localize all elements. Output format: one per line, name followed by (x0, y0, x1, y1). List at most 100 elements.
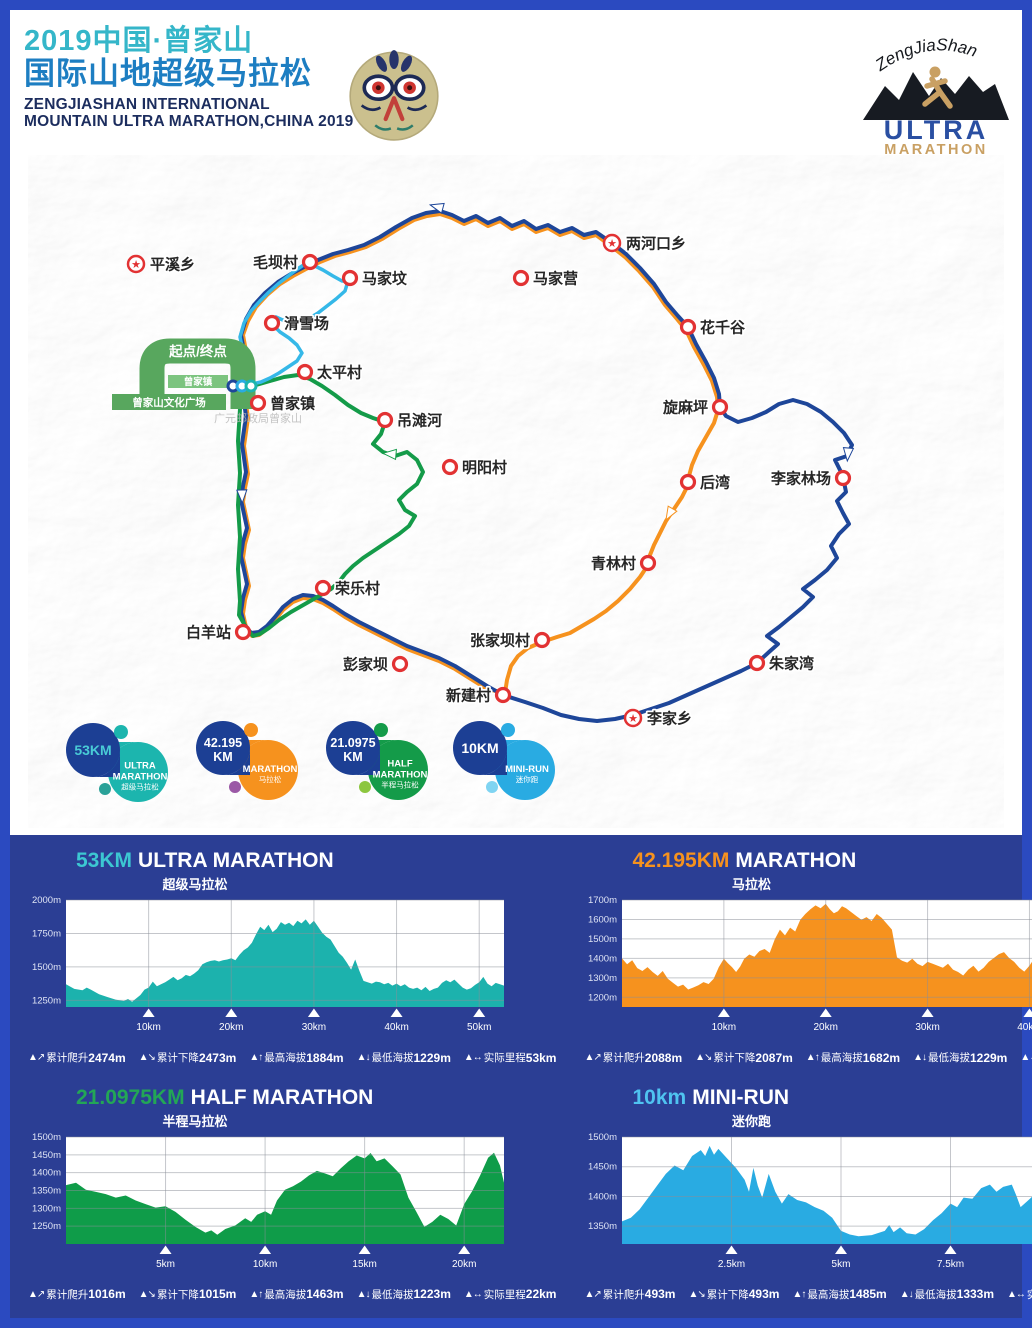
y-axis-tick-label: 1750m (32, 928, 61, 939)
x-tick-triangle-icon (159, 1245, 172, 1254)
badge-distance-label: 10KM (461, 740, 498, 756)
mountain-min-icon: ▲↓ (356, 1288, 371, 1300)
map-marker: 马家营 (512, 268, 580, 289)
map-marker: 李家林场 (768, 468, 852, 489)
stat-climb: ▲↗ 累计爬升 1016m (28, 1287, 126, 1302)
mountain-climb-icon: ▲↗ (584, 1288, 601, 1300)
event-title-block: 2019中国·曾家山 国际山地超级马拉松 ZENGJIASHAN INTERNA… (24, 25, 353, 131)
race-name-label: MARATHON (735, 849, 857, 872)
stat-value: 1016m (88, 1287, 126, 1301)
circle-marker-icon (834, 469, 852, 487)
circle-marker-icon (376, 411, 394, 429)
x-tick-triangle-icon (922, 1008, 935, 1017)
stat-value: 53km (525, 1050, 557, 1065)
stat-label: 累计爬升 (46, 1288, 89, 1301)
stat-value: 22km (525, 1287, 557, 1301)
y-axis-tick-label: 1700m (588, 895, 617, 906)
race-distance-label: 21.0975KM (76, 1085, 185, 1109)
map-marker: ★ 两河口乡 (602, 233, 688, 254)
map-marker: 张家坝村 (468, 630, 551, 651)
elevation-panel-21km: 21.0975KM HALF MARATHON 半程马拉松 1500m 1450m 140… (24, 1086, 556, 1315)
terrain-background (28, 155, 1004, 828)
map-marker: 新建村 (444, 685, 512, 706)
race-name-label: HALF MARATHON (190, 1085, 374, 1109)
mountain-max-icon: ▲↑ (249, 1052, 263, 1063)
badge-distance-label: KM (343, 750, 362, 764)
map-place-label: 李家乡 (646, 710, 692, 728)
x-tick-triangle-icon (725, 1245, 738, 1254)
stat-dist: ▲↔ 实际里程 53km (464, 1050, 557, 1065)
route-direction-arrow-icon (236, 489, 248, 505)
event-title-cn-line2: 国际山地超级马拉松 (24, 56, 312, 92)
x-axis-tick-label: 30km (302, 1022, 326, 1033)
route-direction-arrow-icon (428, 202, 445, 214)
terrain-lighten-overlay (28, 155, 1004, 828)
mountain-descent-icon: ▲↘ (138, 1288, 156, 1300)
stat-climb: ▲↗ 累计爬升 493m (584, 1287, 675, 1302)
route-direction-arrow-icon (842, 447, 855, 463)
mountain-max-icon: ▲↑ (792, 1288, 806, 1300)
mountain-climb-icon: ▲↗ (28, 1052, 45, 1063)
map-marker: 白羊站 (184, 622, 252, 643)
event-title-en: ZENGJIASHAN INTERNATIONAL MOUNTAIN ULTRA… (24, 96, 353, 131)
elevation-panel-10km: 10km MINI-RUN 迷你跑 1500m 1450m 1400m 1350m 2.5km… (580, 1086, 1032, 1315)
map-place-label: 平溪乡 (150, 256, 195, 274)
y-axis-tick-label: 1300m (32, 1203, 61, 1214)
x-tick-triangle-icon (718, 1008, 731, 1017)
x-axis-tick-label: 40km (384, 1022, 408, 1033)
route-direction-arrow-icon (665, 505, 678, 522)
badge-race-name: MARATHON (373, 770, 428, 781)
circle-marker-icon (314, 579, 332, 597)
map-place-label: 后湾 (700, 474, 730, 492)
map-watermark: 广元邮政局曾家山 (214, 411, 302, 425)
stat-dist: ▲↔ 实际里程 22km (464, 1287, 557, 1302)
map-marker: 太平村 (296, 362, 364, 383)
event-title-cn-line1: 2019中国·曾家山 (24, 25, 254, 57)
y-axis-tick-label: 1300m (588, 973, 617, 984)
x-tick-triangle-icon (142, 1008, 155, 1017)
start-finish-label: 起点/终点 (168, 343, 227, 359)
poster-header: 2019中国·曾家山 国际山地超级马拉松 ZENGJIASHAN INTERNA… (10, 10, 1022, 156)
course-map: 起点/终点 曾家镇 曾家山文化广场 广元邮政局曾家山 ★ 平溪乡 毛坝村 马家坟 滑雪场 太平村曾… (28, 155, 1004, 828)
stat-label: 累计爬升 (46, 1052, 89, 1064)
x-axis-tick-label: 30km (916, 1022, 940, 1033)
stat-label: 累计下降 (713, 1052, 756, 1064)
stat-label: 实际里程 (1027, 1287, 1032, 1302)
stat-label: 累计下降 (706, 1288, 749, 1301)
y-axis-tick-label: 1350m (32, 1185, 61, 1196)
stat-descent: ▲↘ 累计下降 2087m (695, 1050, 793, 1065)
race-name-cn-label: 迷你跑 (731, 1113, 771, 1129)
circle-marker-icon (639, 554, 657, 572)
route-direction-arrow-icon (381, 448, 397, 461)
map-place-label: 马家营 (533, 270, 578, 288)
x-axis-tick-label: 10km (253, 1259, 277, 1270)
route-mini-10km (238, 262, 350, 386)
stat-min: ▲↓ 最低海拔 1333m (900, 1287, 994, 1302)
stat-descent: ▲↘ 累计下降 493m (688, 1287, 779, 1302)
badge-race-name: MARATHON (243, 764, 298, 775)
mountain-dist-icon: ▲↔ (1007, 1288, 1026, 1300)
x-tick-triangle-icon (225, 1008, 238, 1017)
map-place-label: 张家坝村 (470, 632, 530, 650)
elevation-stats-row: ▲↗ 累计爬升 1016m ▲↘ 累计下降 1015m ▲↑ 最高海拔 1463m ▲↓ 最低海拔 1… (24, 1287, 556, 1302)
circle-marker-icon (711, 398, 729, 416)
stat-label: 最高海拔 (807, 1288, 850, 1301)
elevation-area (66, 919, 504, 1007)
x-tick-triangle-icon (390, 1008, 403, 1017)
y-axis-tick-label: 1450m (588, 1161, 617, 1172)
stat-value: 1015m (198, 1287, 237, 1301)
stat-label: 实际里程 (483, 1288, 526, 1301)
map-marker: 明阳村 (441, 457, 509, 478)
map-place-label: 朱家湾 (769, 655, 814, 673)
map-marker: 荣乐村 (314, 578, 382, 599)
mountain-min-icon: ▲↓ (356, 1052, 371, 1063)
stat-value: 493m (748, 1287, 780, 1301)
elevation-stats-row: ▲↗ 累计爬升 2088m ▲↘ 累计下降 2087m ▲↑ 最高海拔 1682m ▲↓ 最低海拔 1… (580, 1050, 1032, 1065)
badge-race-name-cn: 超级马拉松 (121, 782, 159, 792)
route-ultra-53km (238, 209, 854, 723)
